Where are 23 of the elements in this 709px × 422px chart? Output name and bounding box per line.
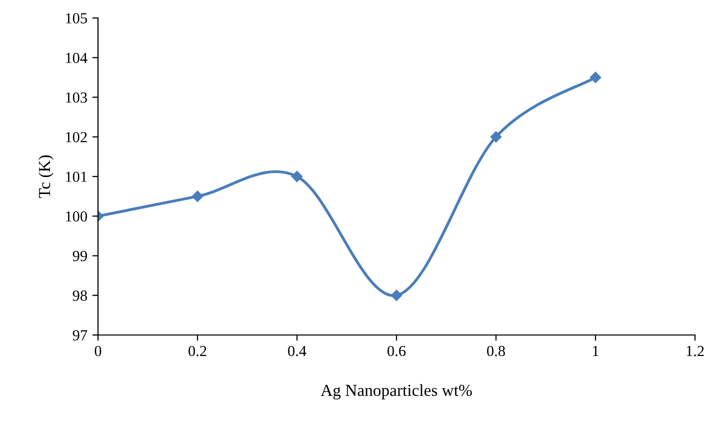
y-axis-title: Tc (K): [38, 155, 54, 198]
point: [590, 72, 602, 84]
x-tick-label: 0: [94, 346, 102, 356]
y-tick-label: 104: [66, 52, 88, 64]
point: [490, 131, 502, 142]
y-tick-label: 98: [72, 290, 87, 301]
y-tick-label: 97: [72, 330, 88, 340]
point: [390, 290, 402, 301]
x-tick-label: 1.2: [686, 346, 704, 356]
y-tick-label: 103: [66, 92, 87, 103]
y-tick-label: 105: [66, 13, 87, 24]
x-tick-label: 1: [593, 346, 598, 356]
point: [192, 190, 204, 202]
point: [291, 170, 303, 182]
y-tick-label: 100: [66, 211, 87, 222]
x-tick-label: 0.8: [487, 346, 505, 356]
x-tick-label: 0.4: [288, 346, 306, 356]
y-tick-label: 102: [66, 132, 87, 142]
x-axis-title: Ag Nanoparticles wt%: [320, 384, 472, 400]
y-tick-label: 101: [66, 172, 87, 182]
x-tick-label: 0.2: [188, 346, 206, 356]
y-tick-label: 99: [72, 250, 87, 262]
x-tick-label: 0.6: [388, 346, 406, 356]
